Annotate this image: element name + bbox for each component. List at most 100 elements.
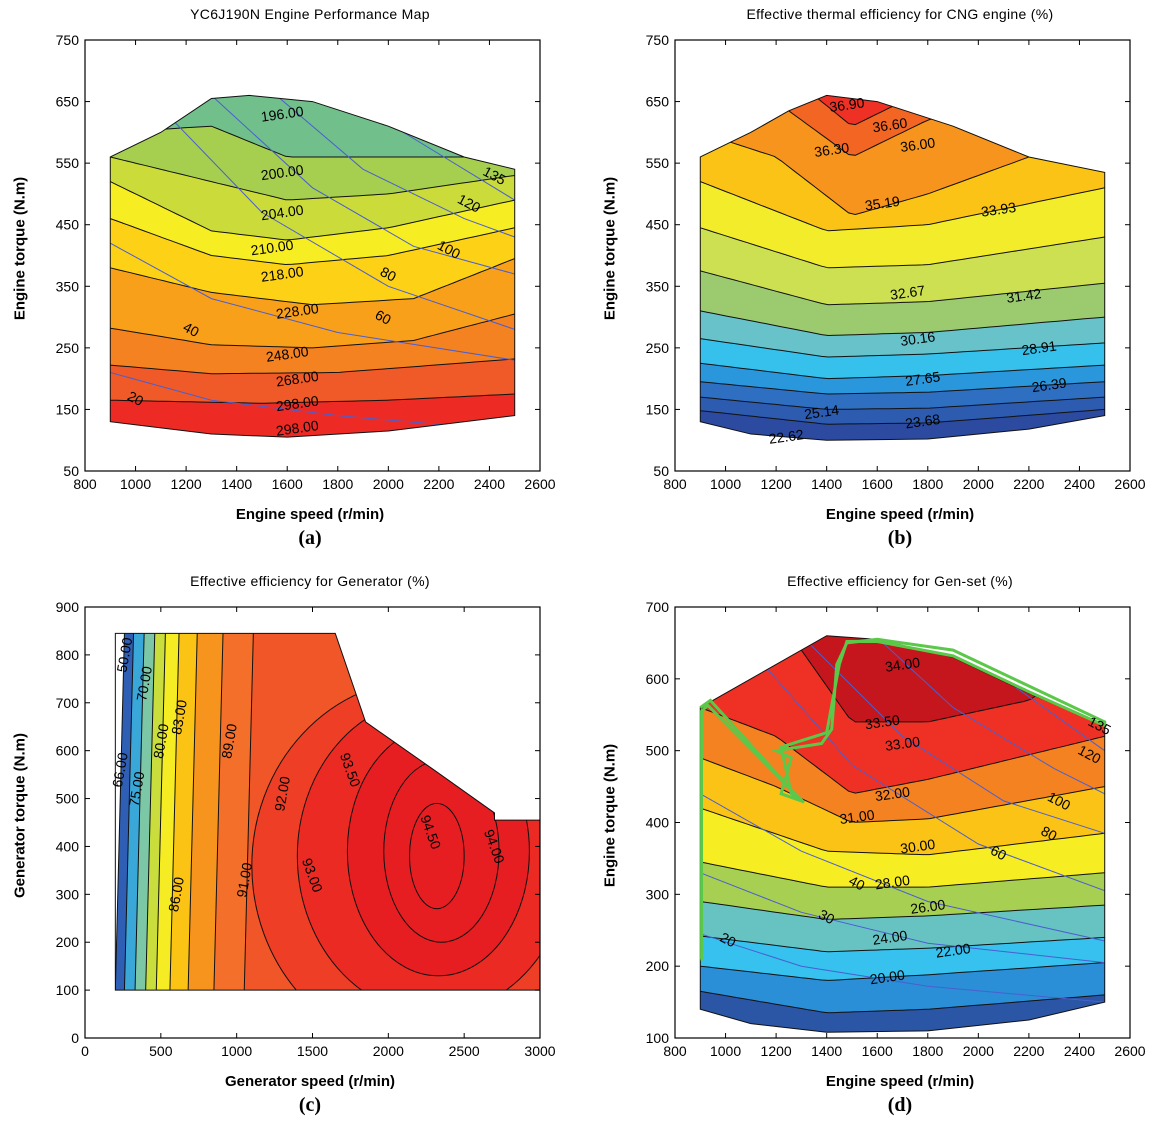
x-tick-label: 2000 xyxy=(963,476,994,492)
y-tick-label: 0 xyxy=(71,1030,79,1046)
contour-plot-a: 196.00 200.00 204.00 210.00 218.00 228.00 248.… xyxy=(56,32,556,492)
x-tick-label: 2200 xyxy=(1013,476,1044,492)
x-tick-label: 1500 xyxy=(297,1043,328,1059)
contour-label: 89.00 xyxy=(218,722,240,759)
y-tick-label: 50 xyxy=(63,463,79,479)
contour-label: 32.00 xyxy=(874,783,911,804)
axes: 0 500 1000 1500 2000 2500 3000 0 100 200 300 400 500… xyxy=(56,599,556,1059)
contour-band xyxy=(700,363,1105,394)
y-tick-label: 300 xyxy=(56,886,80,902)
contour-band xyxy=(700,132,1105,231)
contour-label: 66.00 xyxy=(109,751,131,788)
contour-band xyxy=(700,270,1105,336)
contour-band xyxy=(700,962,1105,1013)
x-tick-label: 1600 xyxy=(862,1043,893,1059)
contour-label: 34.00 xyxy=(884,654,921,675)
power-curve xyxy=(700,872,1105,964)
x-tick-label: 2000 xyxy=(373,1043,404,1059)
contour-label: 228.00 xyxy=(275,300,320,322)
contour-band xyxy=(110,258,515,348)
x-tick-label: 2600 xyxy=(524,476,555,492)
power-curve xyxy=(700,793,1105,942)
y-tick-label: 550 xyxy=(646,155,670,171)
x-axis-label: Engine speed (r/min) xyxy=(235,506,385,523)
power-curve xyxy=(851,635,1105,795)
y-tick-label: 650 xyxy=(56,94,80,110)
y-tick-label: 450 xyxy=(56,217,80,233)
power-curve xyxy=(211,95,515,275)
contour-label: 30.00 xyxy=(899,836,936,857)
x-tick-label: 1200 xyxy=(761,476,792,492)
contour-band xyxy=(110,358,515,404)
contour-label: 60 xyxy=(988,842,1009,864)
contour-line xyxy=(700,381,1105,395)
contour-band xyxy=(156,633,180,991)
y-tick-label: 400 xyxy=(646,815,670,831)
contour-band xyxy=(700,650,1105,794)
x-tick-label: 1800 xyxy=(912,476,943,492)
contour-line xyxy=(155,633,166,991)
x-tick-label: 2400 xyxy=(474,476,505,492)
power-curve xyxy=(750,649,1105,892)
contour-line xyxy=(123,633,135,991)
x-tick-label: 800 xyxy=(663,1043,687,1059)
x-tick-label: 1600 xyxy=(272,476,303,492)
contour-label: 248.00 xyxy=(265,343,310,365)
contour-label: 40 xyxy=(181,319,202,341)
contour-label: 70.00 xyxy=(133,665,155,702)
contour-line xyxy=(115,633,125,991)
x-tick-label: 2400 xyxy=(1064,476,1095,492)
y-axis-label: Generator torque (N.m) xyxy=(11,733,29,899)
contour-label: 298.00 xyxy=(275,392,320,414)
contour-band xyxy=(124,633,145,991)
contour-line xyxy=(700,396,1105,410)
y-tick-label: 50 xyxy=(653,463,669,479)
contour-label: 50.00 xyxy=(114,636,136,673)
x-tick-label: 500 xyxy=(149,1043,173,1059)
axes: 800 1000 1200 1400 1600 1800 2000 2200 2400 2600 5… xyxy=(646,32,1146,492)
contour-line xyxy=(110,358,515,375)
contour-line xyxy=(700,310,1105,337)
contour-line xyxy=(110,313,515,349)
contour-band xyxy=(700,757,1105,855)
chart-panel-b: 36.90 36.60 36.30 36.00 35.19 33.93 32.67 31.42… xyxy=(590,0,1150,549)
chart-title: YC6J190N Engine Performance Map xyxy=(190,6,430,22)
y-tick-label: 400 xyxy=(56,838,80,854)
contour-label: 86.00 xyxy=(165,875,187,912)
power-curve xyxy=(801,635,1105,834)
y-tick-label: 600 xyxy=(56,743,80,759)
contour-band xyxy=(115,633,134,991)
contour-label: 20 xyxy=(717,929,738,951)
contour-label: 22.62 xyxy=(768,426,805,447)
power-curve xyxy=(110,242,515,361)
contour-line xyxy=(700,408,1105,425)
y-tick-label: 700 xyxy=(646,599,670,615)
contour-label: 210.00 xyxy=(250,237,295,259)
contour-band xyxy=(700,808,1105,888)
contour-line xyxy=(145,633,156,991)
contour-band xyxy=(700,310,1105,357)
x-tick-label: 1000 xyxy=(221,1043,252,1059)
contour-label: 204.00 xyxy=(260,201,305,223)
axes: 800 1000 1200 1400 1600 1800 2000 2200 2400 2600 1… xyxy=(646,599,1146,1059)
x-tick-label: 2600 xyxy=(1114,1043,1145,1059)
contour-label: 40 xyxy=(846,872,867,894)
contour-line xyxy=(700,861,1105,888)
contour-line xyxy=(700,338,1105,358)
contour-label: 25.14 xyxy=(803,402,840,423)
x-tick-label: 1800 xyxy=(322,476,353,492)
contour-line xyxy=(110,181,515,241)
contour-labels: 36.90 36.60 36.30 36.00 35.19 33.93 32.67 31.42… xyxy=(768,94,1068,447)
contour-line xyxy=(700,362,1105,380)
contour-label: 30 xyxy=(816,906,837,928)
x-axis-label: Engine speed (r/min) xyxy=(825,506,975,523)
contour-label: 31.42 xyxy=(1005,285,1042,306)
power-curve xyxy=(261,95,515,238)
contour-band xyxy=(110,314,515,374)
x-tick-label: 1000 xyxy=(710,476,741,492)
x-tick-label: 800 xyxy=(73,476,97,492)
operating-region-outline xyxy=(699,637,1107,961)
contour-label: 27.65 xyxy=(904,368,941,389)
